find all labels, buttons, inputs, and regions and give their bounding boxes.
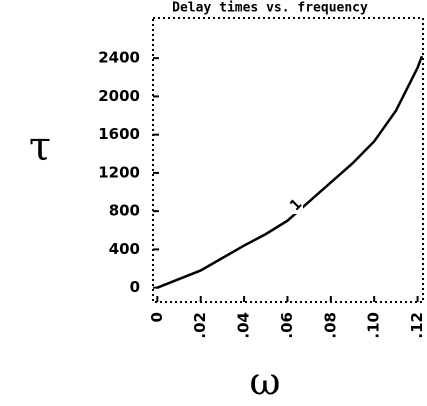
x-tick-label: .08 (321, 312, 339, 339)
x-tick-label: 0 (148, 312, 166, 322)
y-axis-label: τ (29, 124, 51, 170)
y-tick-label: 2400 (98, 49, 140, 67)
label-backdrop (289, 196, 303, 214)
y-tick-label: 0 (130, 278, 140, 296)
x-axis-label: ω (250, 360, 281, 404)
chart-title: Delay times vs. frequency (172, 1, 368, 16)
y-tick-label: 2000 (98, 87, 140, 105)
data-line (156, 55, 424, 289)
y-tick-label: 400 (109, 240, 140, 258)
x-tick-label: .12 (408, 312, 426, 339)
plot-frame (152, 17, 424, 303)
x-tick-label: .02 (191, 312, 209, 339)
y-tick-label: 800 (109, 202, 140, 220)
y-tick-label: 1600 (98, 125, 140, 143)
x-tick-label: .04 (235, 312, 253, 339)
x-tick-label: .06 (278, 312, 296, 339)
x-tick-label: .10 (365, 312, 383, 339)
y-tick-label: 1200 (98, 163, 140, 181)
